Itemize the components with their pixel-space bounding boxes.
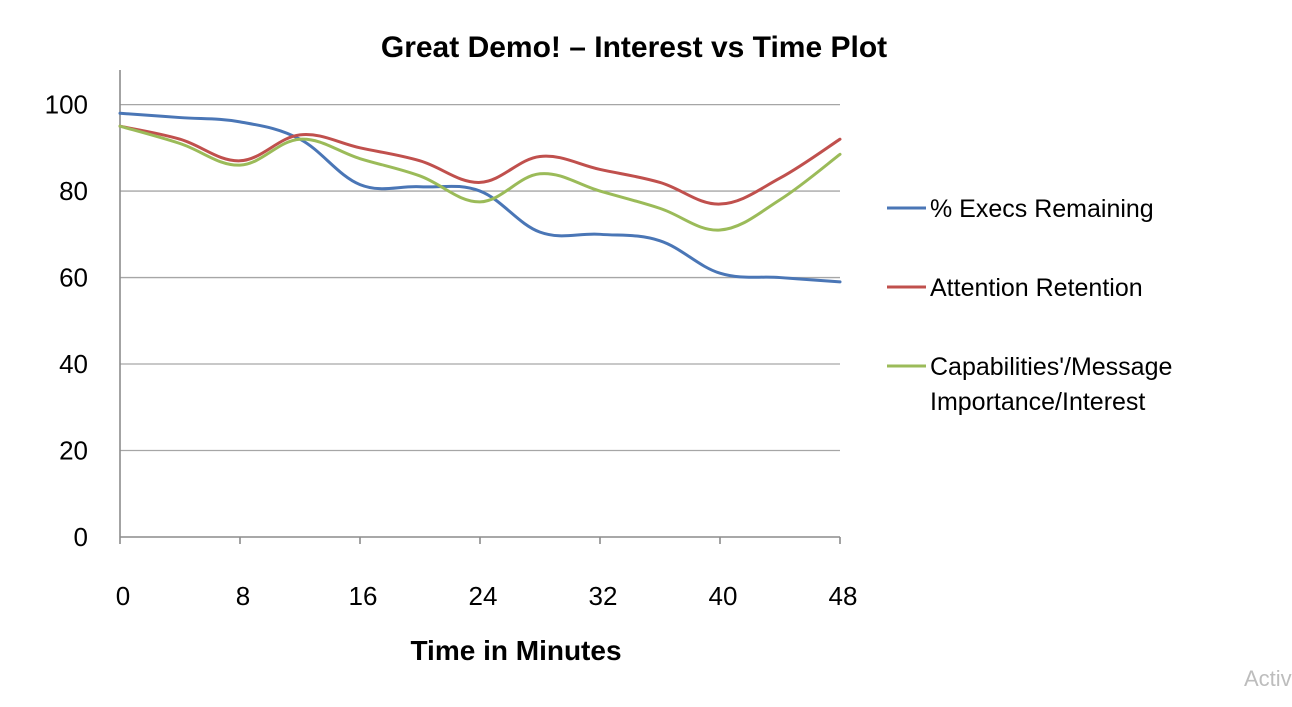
y-tick-label: 60 <box>59 263 88 293</box>
series-line-execs-remaining <box>118 111 842 284</box>
chart-title: Great Demo! – Interest vs Time Plot <box>381 31 887 64</box>
legend-label-capabilities-interest: Capabilities'/Message <box>930 353 1172 381</box>
y-tick-label: 40 <box>59 349 88 379</box>
gridlines <box>120 103 840 452</box>
y-tick-label: 20 <box>59 436 88 466</box>
series-line-attention-retention <box>118 124 842 206</box>
x-tick-label: 48 <box>829 581 858 611</box>
x-tick-label: 0 <box>116 581 130 611</box>
legend-label-capabilities-interest: Importance/Interest <box>930 388 1145 416</box>
y-tick-label: 100 <box>45 90 88 120</box>
x-tick-label: 16 <box>349 581 378 611</box>
x-tick-label: 8 <box>236 581 250 611</box>
legend-label-execs-remaining: % Execs Remaining <box>930 195 1154 223</box>
axes <box>119 70 841 544</box>
x-tick-label: 40 <box>709 581 738 611</box>
tick-labels: 0 20 40 60 80 100 0 8 16 24 32 40 48 <box>45 90 858 611</box>
x-axis-title: Time in Minutes <box>410 635 621 666</box>
activation-watermark: Activ <box>1244 666 1292 691</box>
series-lines <box>118 111 842 284</box>
y-tick-label: 0 <box>74 522 88 552</box>
legend-label-attention-retention: Attention Retention <box>930 274 1143 302</box>
x-tick-label: 24 <box>469 581 498 611</box>
series-line-capabilities-interest <box>118 124 842 232</box>
x-tick-label: 32 <box>589 581 618 611</box>
legend: % Execs Remaining Attention Retention Capa… <box>887 195 1172 416</box>
y-tick-label: 80 <box>59 176 88 206</box>
